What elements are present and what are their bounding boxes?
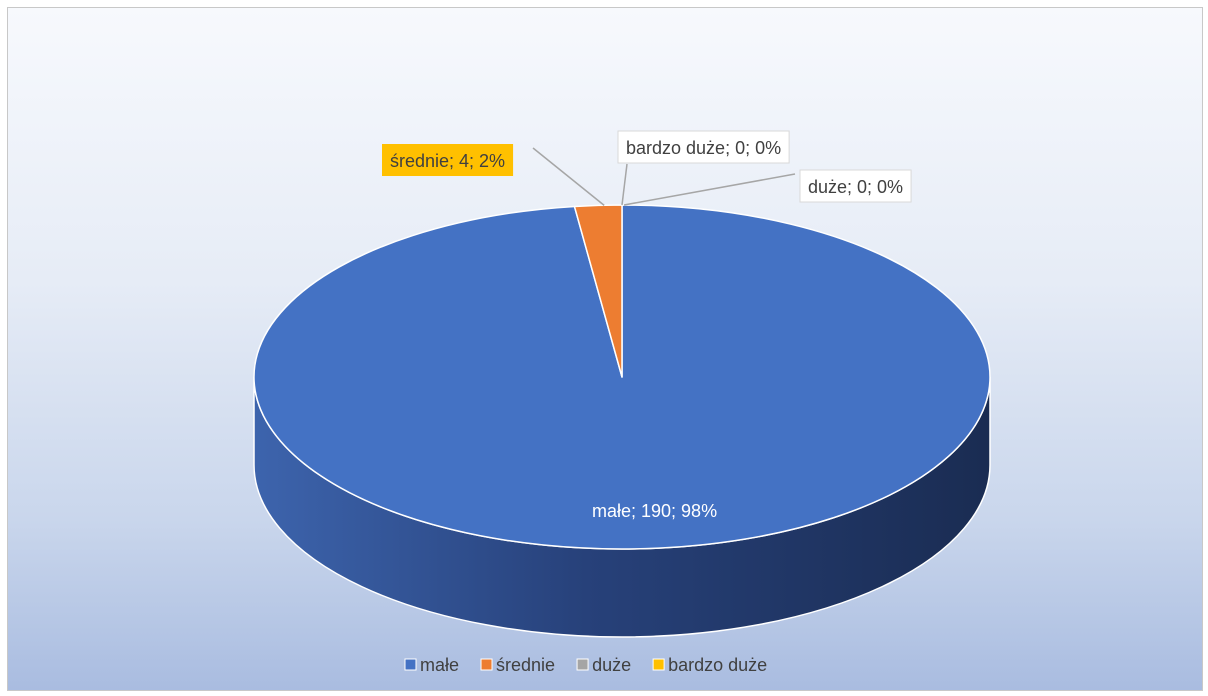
legend-label-duze: duże [592, 655, 631, 675]
data-label-box-male [584, 494, 726, 526]
legend-label-bardzo-duze: bardzo duże [668, 655, 767, 675]
pie-slice-srednie [573, 204, 623, 378]
legend-swatch-bardzo-duze [652, 658, 665, 671]
leader-line-srednie [532, 147, 605, 206]
legend-label-srednie: średnie [496, 655, 555, 675]
data-label-box-duze [799, 169, 912, 203]
legend-item-male: małe [404, 655, 459, 675]
legend-swatch-male [404, 658, 417, 671]
pie-slice-male [253, 204, 991, 550]
legend-swatch-srednie [480, 658, 493, 671]
leader-line-bardzo-duze [621, 163, 628, 206]
leader-line-duze [623, 173, 796, 206]
legend-item-srednie: średnie [480, 655, 555, 675]
data-label-text-srednie: średnie; 4; 2% [390, 151, 505, 171]
legend-swatch-duze [576, 658, 589, 671]
data-label-text-male: małe; 190; 98% [592, 501, 717, 521]
legend-label-male: małe [420, 655, 459, 675]
legend-item-duze: duże [576, 655, 631, 675]
legend-item-bardzo-duze: bardzo duże [652, 655, 767, 675]
data-label-duze: duże; 0; 0% [799, 169, 912, 203]
data-label-bardzo-duze: bardzo duże; 0; 0% [617, 130, 790, 164]
data-label-text-duze: duże; 0; 0% [808, 177, 903, 197]
data-label-text-bardzo-duze: bardzo duże; 0; 0% [626, 138, 781, 158]
data-label-box-bardzo-duze [617, 130, 790, 164]
data-label-srednie: średnie; 4; 2% [382, 144, 514, 176]
data-label-box-srednie [382, 144, 514, 176]
data-label-male: małe; 190; 98% [584, 494, 726, 526]
